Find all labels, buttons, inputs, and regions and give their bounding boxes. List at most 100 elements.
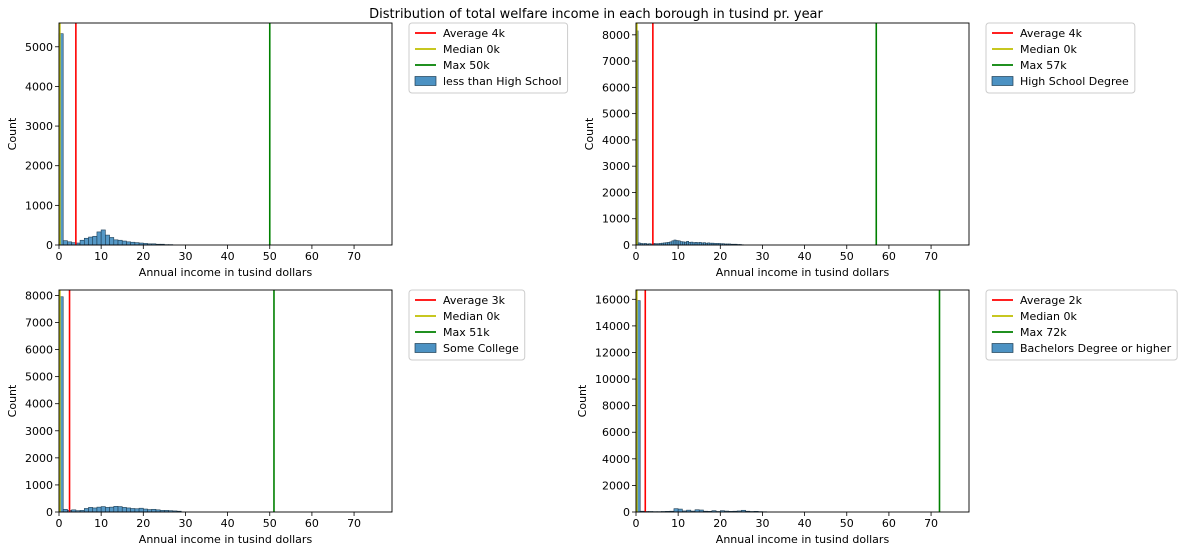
plot-frame	[635, 22, 970, 246]
x-tick-label: 10	[671, 250, 685, 263]
y-tick-label: 8000	[602, 29, 630, 42]
legend-label: Max 57k	[1020, 59, 1067, 72]
legend-label: High School Degree	[1020, 75, 1129, 88]
histogram-bar	[109, 506, 115, 513]
x-tick-label: 70	[347, 250, 361, 263]
histogram-bar	[126, 507, 131, 513]
y-tick-label: 1000	[602, 213, 630, 226]
legend-label: Bachelors Degree or higher	[1020, 342, 1172, 355]
histogram-bar	[88, 507, 94, 513]
histogram-bar	[83, 237, 89, 246]
histogram-bar	[100, 506, 106, 513]
x-tick-label: 50	[263, 517, 277, 530]
histogram-bar	[130, 508, 136, 513]
x-tick-label: 30	[755, 517, 769, 530]
x-tick-label: 50	[263, 250, 277, 263]
legend-label: Median 0k	[1020, 43, 1078, 56]
histogram-bar	[96, 231, 102, 246]
subplot-3: 0 10 20 30 40 50 60 70 0 1000 2000 3000 4000 5000 6000…	[6, 289, 526, 546]
y-tick-label: 2000	[602, 186, 630, 199]
x-tick-label: 40	[798, 517, 812, 530]
histogram-bar	[88, 236, 94, 246]
histogram-bar	[117, 506, 123, 513]
figure-title: Distribution of total welfare income in …	[369, 7, 823, 22]
y-tick-label: 3000	[25, 120, 53, 133]
histogram-bar	[113, 239, 119, 246]
legend-label: Average 3k	[443, 294, 506, 307]
histogram-bar	[673, 508, 679, 513]
legend-label: Average 4k	[1020, 27, 1083, 40]
legend-label: Max 51k	[443, 326, 490, 339]
subplot-2: 0 10 20 30 40 50 60 70 0 1000 2000 3000 4000 5000 6000…	[583, 22, 1136, 279]
y-tick-label: 4000	[25, 398, 53, 411]
y-tick-label: 7000	[25, 316, 53, 329]
y-axis-label: Count	[576, 384, 589, 417]
y-tick-label: 0	[623, 239, 630, 252]
histogram-bar	[134, 508, 140, 513]
histogram-bar	[138, 507, 144, 513]
y-axis-label: Count	[583, 117, 596, 150]
y-tick-label: 2000	[602, 479, 630, 492]
x-tick-label: 40	[221, 517, 235, 530]
x-tick-label: 30	[178, 517, 192, 530]
x-tick-label: 40	[798, 250, 812, 263]
histogram-bar	[79, 239, 85, 246]
legend-label: Some College	[443, 342, 519, 355]
histogram-bar	[83, 508, 89, 513]
x-tick-label: 0	[56, 250, 63, 263]
y-axis-label: Count	[6, 117, 19, 150]
histogram-bar	[669, 241, 673, 246]
histogram-bar	[679, 241, 683, 246]
y-tick-label: 1000	[25, 199, 53, 212]
x-tick-label: 50	[840, 250, 854, 263]
histogram-bar	[105, 234, 110, 246]
x-axis-label: Annual income in tusind dollars	[716, 533, 890, 546]
plot-frame	[58, 22, 393, 246]
histogram-bar	[126, 241, 131, 246]
y-tick-label: 16000	[595, 293, 630, 306]
histogram-bar	[105, 507, 110, 513]
plot-frame	[635, 289, 970, 513]
y-tick-label: 8000	[25, 289, 53, 302]
y-tick-label: 6000	[602, 81, 630, 94]
y-tick-label: 6000	[25, 344, 53, 357]
x-tick-label: 20	[713, 517, 727, 530]
legend-bar-swatch	[991, 76, 1014, 86]
x-tick-label: 70	[924, 250, 938, 263]
y-tick-label: 4000	[25, 80, 53, 93]
legend: Average 2k Median 0k Max 72k Bachelors Degr…	[985, 289, 1178, 361]
x-tick-label: 10	[94, 517, 108, 530]
y-tick-label: 0	[46, 239, 53, 252]
histogram-bar	[121, 240, 127, 246]
histogram-bar	[67, 241, 72, 246]
histogram-bar	[117, 239, 123, 246]
legend-label: Average 4k	[443, 27, 506, 40]
x-tick-label: 30	[178, 250, 192, 263]
legend-bar-swatch	[414, 76, 437, 86]
y-tick-label: 0	[623, 506, 630, 519]
subplot-1: 0 10 20 30 40 50 60 70 0 1000 2000 3000 4000 5000 Annu…	[6, 22, 569, 279]
legend: Average 4k Median 0k Max 50k less than High…	[408, 22, 569, 94]
y-tick-label: 4000	[602, 134, 630, 147]
legend-bar-swatch	[414, 343, 437, 353]
x-tick-label: 70	[347, 517, 361, 530]
y-tick-label: 4000	[602, 453, 630, 466]
y-tick-label: 1000	[25, 479, 53, 492]
histogram-bar	[92, 507, 98, 513]
histogram-bar	[675, 240, 679, 246]
y-tick-label: 8000	[602, 400, 630, 413]
y-tick-label: 0	[46, 506, 53, 519]
histogram-bar	[62, 240, 68, 246]
histogram-bar	[100, 229, 106, 246]
legend-box	[408, 22, 569, 94]
x-tick-label: 60	[882, 517, 896, 530]
y-tick-label: 7000	[602, 55, 630, 68]
x-tick-label: 50	[840, 517, 854, 530]
subplot-4: 0 10 20 30 40 50 60 70 0 2000 4000 6000 8000 10000 120…	[576, 289, 1178, 546]
legend-bar-swatch	[991, 343, 1014, 353]
histogram-bar	[113, 506, 119, 513]
legend-label: Median 0k	[443, 310, 501, 323]
legend-box	[985, 289, 1178, 361]
y-axis-label: Count	[6, 384, 19, 417]
